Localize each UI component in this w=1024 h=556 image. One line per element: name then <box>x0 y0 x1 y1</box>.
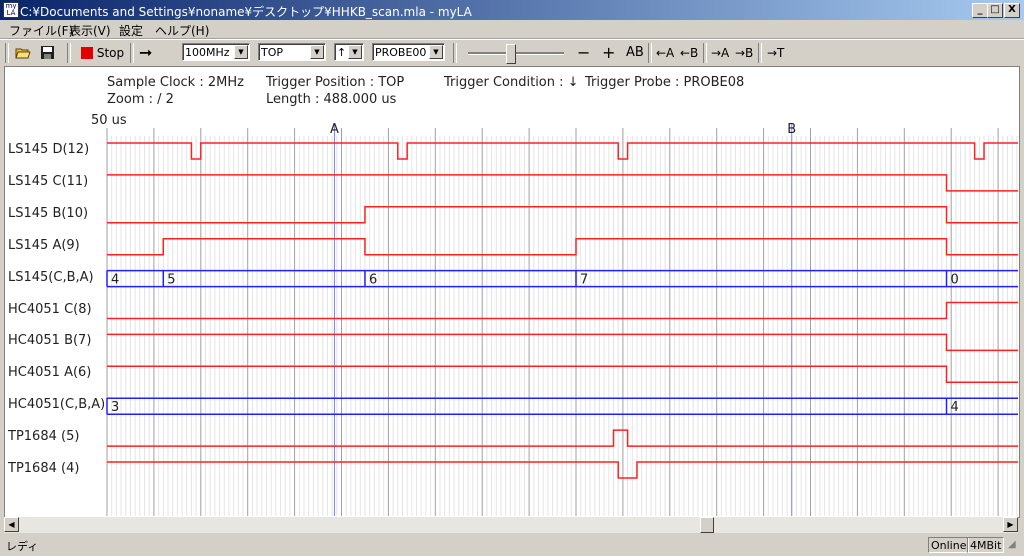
signal-label[interactable]: LS145(C,B,A) <box>8 269 94 285</box>
scroll-thumb[interactable] <box>700 517 714 533</box>
cursor-label-a: A <box>330 122 339 137</box>
connection-status: Online <box>928 537 970 553</box>
menu-help[interactable]: ヘルプ(H) <box>155 24 210 38</box>
separator <box>648 43 652 63</box>
prev-b-button[interactable]: ←B <box>680 46 699 60</box>
sample-clock: Sample Clock : 2MHz <box>107 75 244 90</box>
signal-label[interactable]: TP1684 (5) <box>8 429 80 445</box>
menu-settings[interactable]: 設定 <box>119 24 144 38</box>
toolbar: Stop ➞ 100MHz ▼ TOP ▼ ↑ ▼ PROBE00 ▼ − + AB ←… <box>0 39 1024 66</box>
open-folder-icon[interactable] <box>15 44 31 62</box>
signal-label[interactable]: HC4051(C,B,A) <box>8 397 106 413</box>
signal-trace <box>107 429 1018 447</box>
separator <box>758 43 762 63</box>
trigger-position-select[interactable]: TOP ▼ <box>258 43 326 61</box>
signal-trace <box>107 206 1018 224</box>
signal-label[interactable]: LS145 C(11) <box>8 173 89 189</box>
clock-select[interactable]: 100MHz ▼ <box>182 43 250 61</box>
zoom-in-button[interactable]: + <box>602 43 616 62</box>
menu-view[interactable]: 表示(V) <box>69 24 111 38</box>
signal-trace <box>107 142 1018 160</box>
trigger-condition: Trigger Condition : ↓ <box>444 75 579 90</box>
bus-value: 7 <box>580 273 588 288</box>
next-b-button[interactable]: →B <box>735 46 754 60</box>
chevron-down-icon: ▼ <box>429 45 443 59</box>
save-icon[interactable] <box>40 44 56 62</box>
signal-label[interactable]: HC4051 A(6) <box>8 365 92 381</box>
signal-label[interactable]: LS145 D(12) <box>8 142 90 157</box>
signal-trace <box>107 365 1018 384</box>
zoom-out-button[interactable]: − <box>577 43 591 62</box>
waveform-view[interactable] <box>4 66 1020 518</box>
trigger-probe: Trigger Probe : PROBE08 <box>585 75 745 90</box>
stop-button[interactable]: Stop <box>81 44 124 62</box>
bus-value: 5 <box>167 273 175 288</box>
cursor-label-b: B <box>787 122 796 137</box>
window-title: C:¥Documents and Settings¥noname¥デスクトップ¥… <box>20 5 472 19</box>
chevron-down-icon: ▼ <box>348 45 362 59</box>
memory-size: 4MBit <box>967 537 1005 553</box>
signal-label[interactable]: LS145 B(10) <box>8 205 89 221</box>
separator <box>130 43 134 63</box>
capture-length: Length : 488.000 us <box>266 92 397 107</box>
status-bar: レディ Online 4MBit ◢ <box>0 535 1024 556</box>
signal-label[interactable]: HC4051 C(8) <box>8 301 92 317</box>
signal-trace <box>107 301 1018 320</box>
resize-grip-icon[interactable]: ◢ <box>1008 539 1016 550</box>
zoom-level: Zoom : / 2 <box>107 92 174 107</box>
toolbar-grip <box>5 43 9 63</box>
time-start-label: 50 us <box>91 113 127 128</box>
bus-value: 6 <box>369 273 377 288</box>
next-a-button[interactable]: →A <box>711 46 730 60</box>
bus-value: 4 <box>951 400 959 415</box>
signal-label[interactable]: HC4051 B(7) <box>8 333 92 349</box>
separator <box>703 43 707 63</box>
horizontal-scrollbar[interactable]: ◀ ▶ <box>4 517 1018 533</box>
status-text: レディ <box>6 540 39 553</box>
run-arrow-icon[interactable]: ➞ <box>139 43 153 62</box>
scroll-left-arrow-icon[interactable]: ◀ <box>4 517 19 532</box>
stop-icon <box>81 47 93 59</box>
app-icon[interactable]: my LA <box>3 2 19 18</box>
prev-a-button[interactable]: ←A <box>656 46 675 60</box>
signal-trace <box>107 333 1018 352</box>
separator <box>67 43 71 63</box>
menu-bar: ファイル(F) 表示(V) 設定 ヘルプ(H) <box>0 20 1024 39</box>
signal-trace <box>107 237 1018 256</box>
trigger-position: Trigger Position : TOP <box>266 75 405 90</box>
bus-value: 3 <box>111 400 119 415</box>
zoom-slider-thumb[interactable] <box>506 44 517 64</box>
maximize-button[interactable]: □ <box>987 3 1003 18</box>
close-button[interactable]: X <box>1004 3 1020 18</box>
trigger-probe-select[interactable]: PROBE00 ▼ <box>372 43 445 61</box>
bus-value: 4 <box>111 273 119 288</box>
signal-label[interactable]: TP1684 (4) <box>8 461 80 476</box>
bus-value: 0 <box>951 273 959 288</box>
jump-trigger-button[interactable]: →T <box>767 46 785 60</box>
signal-trace <box>107 174 1018 192</box>
title-bar: my LA C:¥Documents and Settings¥noname¥デス… <box>0 0 1024 20</box>
chevron-down-icon: ▼ <box>234 45 248 59</box>
scroll-right-arrow-icon[interactable]: ▶ <box>1003 517 1018 532</box>
chevron-down-icon: ▼ <box>310 45 324 59</box>
signal-label[interactable]: LS145 A(9) <box>8 237 80 253</box>
stop-label: Stop <box>96 46 125 60</box>
signal-trace <box>107 461 1018 479</box>
menu-file[interactable]: ファイル(F) <box>9 24 74 38</box>
separator <box>453 43 457 63</box>
trigger-edge-select[interactable]: ↑ ▼ <box>334 43 364 61</box>
ab-button[interactable]: AB <box>626 45 644 60</box>
